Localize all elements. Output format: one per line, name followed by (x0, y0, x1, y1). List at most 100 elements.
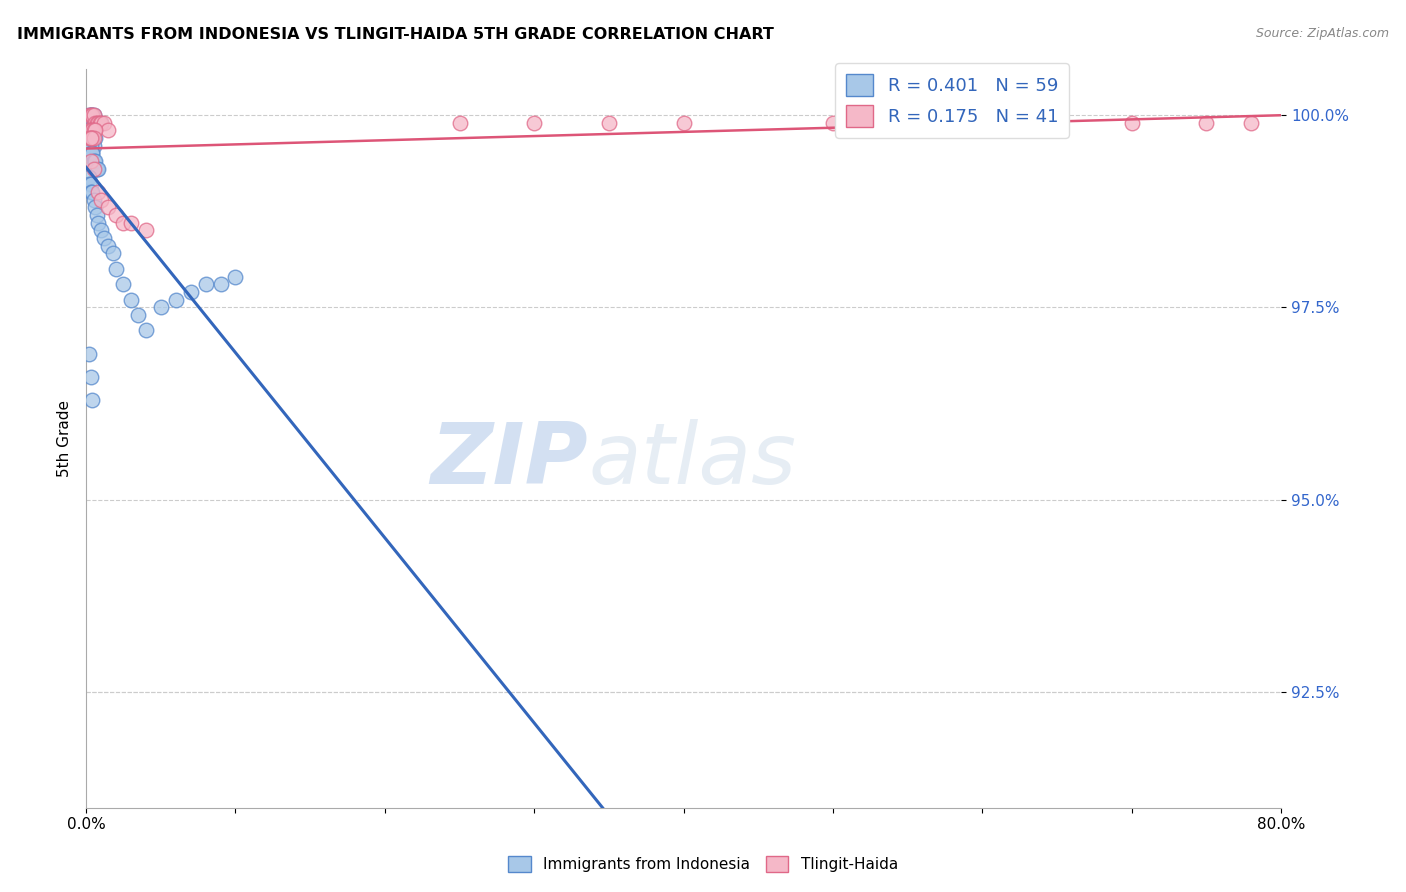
Point (79, 154, 101, 169)
Point (672, 115, 695, 129)
Point (77, 131, 100, 145)
Point (89, 115, 111, 129)
Point (180, 285, 202, 299)
Point (87, 115, 110, 129)
Point (112, 277, 135, 292)
Point (80, 146, 103, 161)
Legend: Immigrants from Indonesia, Tlingit-Haida: Immigrants from Indonesia, Tlingit-Haida (501, 848, 905, 880)
Point (87, 161, 110, 176)
Point (523, 115, 546, 129)
Point (80, 115, 103, 129)
Point (83, 115, 105, 129)
Point (97, 123, 120, 137)
Point (84, 200, 107, 214)
Point (93, 115, 115, 129)
Point (90, 223, 112, 237)
Point (77, 169, 100, 184)
Point (86, 115, 108, 129)
Point (972, 115, 994, 129)
Text: IMMIGRANTS FROM INDONESIA VS TLINGIT-HAIDA 5TH GRADE CORRELATION CHART: IMMIGRANTS FROM INDONESIA VS TLINGIT-HAI… (17, 27, 773, 42)
Point (104, 208, 127, 222)
Point (77, 108, 100, 122)
Point (79, 185, 101, 199)
Point (77, 346, 100, 360)
Point (83, 161, 105, 176)
Point (80, 392, 103, 407)
Point (79, 108, 101, 122)
Point (149, 301, 172, 315)
Point (79, 123, 101, 137)
Point (80, 108, 103, 122)
Point (104, 261, 127, 276)
Point (120, 293, 142, 307)
Point (77, 138, 100, 153)
Point (79, 123, 101, 137)
Point (80, 131, 103, 145)
Point (79, 131, 101, 145)
Point (77, 131, 100, 145)
Point (80, 123, 103, 137)
Point (80, 131, 103, 145)
Legend: R = 0.401   N = 59, R = 0.175   N = 41: R = 0.401 N = 59, R = 0.175 N = 41 (835, 63, 1069, 137)
Point (77, 178, 100, 192)
Point (897, 115, 920, 129)
Point (86, 208, 108, 222)
Point (80, 131, 103, 145)
Point (80, 185, 103, 199)
Point (90, 115, 112, 129)
Point (90, 115, 112, 129)
Point (83, 108, 105, 122)
Point (135, 223, 157, 237)
Point (80, 123, 103, 137)
Text: Source: ZipAtlas.com: Source: ZipAtlas.com (1256, 27, 1389, 40)
Point (1121, 115, 1143, 129)
Y-axis label: 5th Grade: 5th Grade (58, 400, 72, 476)
Point (90, 193, 112, 207)
Point (79, 108, 101, 122)
Point (86, 161, 108, 176)
Point (83, 123, 105, 137)
Point (79, 131, 101, 145)
Point (821, 115, 844, 129)
Point (77, 123, 100, 137)
Point (101, 246, 124, 260)
Point (87, 115, 110, 129)
Point (127, 308, 149, 322)
Point (79, 108, 101, 122)
Point (77, 108, 100, 122)
Text: ZIP: ZIP (430, 419, 588, 502)
Point (97, 239, 120, 253)
Point (87, 216, 110, 230)
Point (84, 131, 107, 145)
Point (135, 323, 157, 337)
Point (83, 108, 105, 122)
Point (598, 115, 620, 129)
Point (83, 123, 105, 137)
Point (224, 269, 246, 284)
Point (84, 115, 107, 129)
Point (89, 115, 111, 129)
Point (83, 131, 105, 145)
Point (77, 123, 100, 137)
Point (79, 138, 101, 153)
Point (80, 146, 103, 161)
Point (79, 131, 101, 145)
Point (84, 115, 107, 129)
Text: atlas: atlas (588, 419, 796, 502)
Point (449, 115, 471, 129)
Point (79, 178, 101, 192)
Point (165, 293, 187, 307)
Point (83, 154, 105, 169)
Point (79, 369, 101, 384)
Point (84, 154, 107, 169)
Point (93, 231, 115, 245)
Point (112, 216, 135, 230)
Point (209, 277, 232, 292)
Point (120, 216, 142, 230)
Point (1195, 115, 1218, 129)
Point (97, 200, 120, 214)
Point (79, 131, 101, 145)
Point (194, 277, 217, 292)
Point (84, 123, 107, 137)
Point (1240, 115, 1263, 129)
